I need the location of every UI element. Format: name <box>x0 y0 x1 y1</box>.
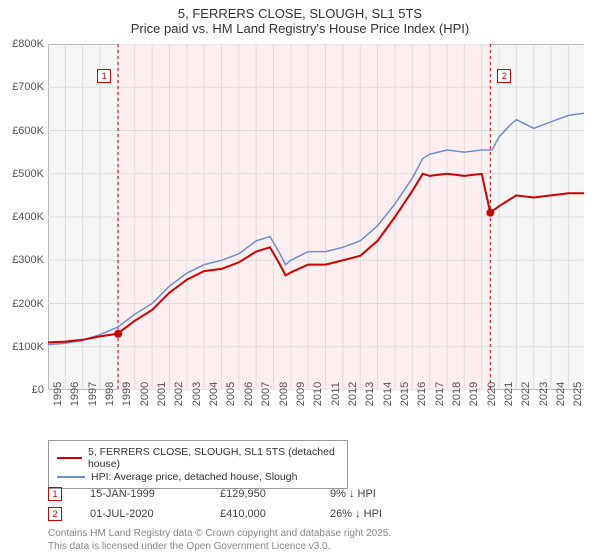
legend: 5, FERRERS CLOSE, SLOUGH, SL1 5TS (detac… <box>48 440 348 489</box>
x-tick-label: 2000 <box>139 382 151 406</box>
x-tick-label: 2003 <box>191 382 203 406</box>
y-tick-label: £300K <box>12 254 44 266</box>
x-tick-label: 2010 <box>312 382 324 406</box>
x-tick-label: 2019 <box>468 382 480 406</box>
marker-date: 01-JUL-2020 <box>90 508 220 520</box>
x-tick-label: 2009 <box>295 382 307 406</box>
marker-delta: 9% ↓ HPI <box>330 488 450 500</box>
marker-number-box: 2 <box>48 507 62 521</box>
chart-container: 5, FERRERS CLOSE, SLOUGH, SL1 5TS Price … <box>0 0 600 560</box>
legend-item: 5, FERRERS CLOSE, SLOUGH, SL1 5TS (detac… <box>57 446 339 470</box>
legend-swatch <box>57 476 85 478</box>
chart-title-main: 5, FERRERS CLOSE, SLOUGH, SL1 5TS <box>0 6 600 21</box>
x-tick-label: 1995 <box>52 382 64 406</box>
x-tick-label: 1997 <box>87 382 99 406</box>
marker-price: £129,950 <box>220 488 330 500</box>
footer-line: Contains HM Land Registry data © Crown c… <box>48 528 391 541</box>
legend-label: HPI: Average price, detached house, Slou… <box>91 471 297 483</box>
marker-table: 1 15-JAN-1999 £129,950 9% ↓ HPI 2 01-JUL… <box>48 484 450 524</box>
x-tick-label: 2013 <box>364 382 376 406</box>
marker-row: 2 01-JUL-2020 £410,000 26% ↓ HPI <box>48 504 450 524</box>
x-tick-label: 2011 <box>330 382 342 406</box>
legend-label: 5, FERRERS CLOSE, SLOUGH, SL1 5TS (detac… <box>88 446 339 470</box>
x-tick-label: 1999 <box>121 382 133 406</box>
x-tick-label: 2017 <box>434 382 446 406</box>
legend-swatch <box>57 457 82 459</box>
x-tick-label: 2022 <box>520 382 532 406</box>
marker-price: £410,000 <box>220 508 330 520</box>
x-tick-label: 2015 <box>399 382 411 406</box>
x-tick-label: 2001 <box>156 382 168 406</box>
x-tick-label: 2005 <box>225 382 237 406</box>
x-tick-label: 2021 <box>503 382 515 406</box>
marker-number: 1 <box>52 489 57 499</box>
marker-date: 15-JAN-1999 <box>90 488 220 500</box>
x-tick-label: 2014 <box>382 382 394 406</box>
y-tick-label: £800K <box>12 38 44 50</box>
x-tick-label: 2016 <box>416 382 428 406</box>
title-block: 5, FERRERS CLOSE, SLOUGH, SL1 5TS Price … <box>0 0 600 38</box>
x-tick-label: 1998 <box>104 382 116 406</box>
marker-number-box: 1 <box>48 487 62 501</box>
chart-svg <box>48 44 584 390</box>
x-tick-label: 2012 <box>347 382 359 406</box>
y-tick-label: £0 <box>32 384 44 396</box>
x-tick-label: 2008 <box>278 382 290 406</box>
x-tick-label: 2006 <box>243 382 255 406</box>
x-tick-label: 2007 <box>260 382 272 406</box>
x-tick-label: 2002 <box>173 382 185 406</box>
legend-item: HPI: Average price, detached house, Slou… <box>57 471 339 483</box>
y-tick-label: £400K <box>12 211 44 223</box>
footer-attribution: Contains HM Land Registry data © Crown c… <box>48 528 391 553</box>
plot-area <box>48 44 584 390</box>
x-tick-label: 1996 <box>69 382 81 406</box>
x-tick-label: 2025 <box>572 382 584 406</box>
chart-marker-label: 2 <box>497 69 511 83</box>
marker-number: 2 <box>52 509 57 519</box>
y-tick-label: £100K <box>12 341 44 353</box>
x-tick-label: 2018 <box>451 382 463 406</box>
y-tick-label: £700K <box>12 81 44 93</box>
marker-row: 1 15-JAN-1999 £129,950 9% ↓ HPI <box>48 484 450 504</box>
marker-delta: 26% ↓ HPI <box>330 508 450 520</box>
x-tick-label: 2024 <box>555 382 567 406</box>
x-tick-label: 2020 <box>486 382 498 406</box>
x-tick-label: 2004 <box>208 382 220 406</box>
chart-marker-label: 1 <box>97 69 111 83</box>
y-tick-label: £600K <box>12 125 44 137</box>
x-tick-label: 2023 <box>538 382 550 406</box>
chart-title-sub: Price paid vs. HM Land Registry's House … <box>0 21 600 36</box>
footer-line: This data is licensed under the Open Gov… <box>48 541 391 554</box>
y-tick-label: £200K <box>12 298 44 310</box>
y-tick-label: £500K <box>12 168 44 180</box>
